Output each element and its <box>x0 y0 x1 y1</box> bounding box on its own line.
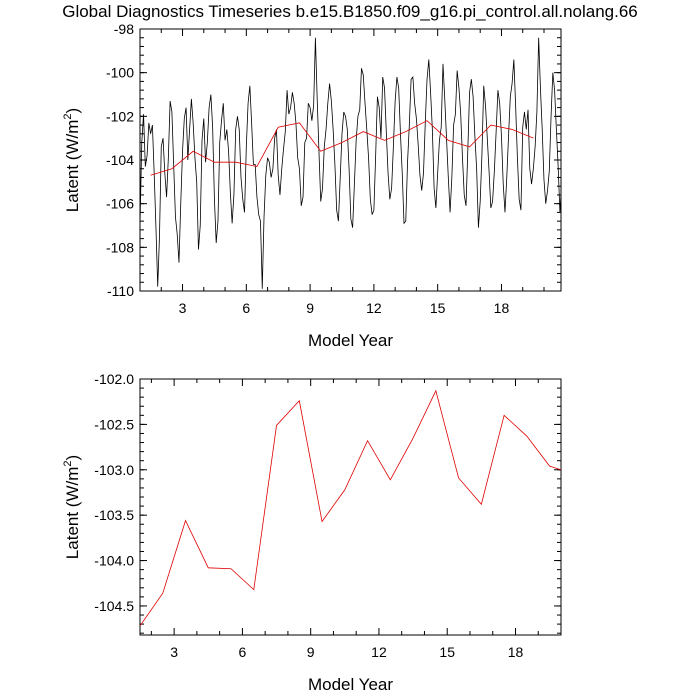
y-tick-label: -104 <box>106 152 134 168</box>
y-tick-label: -106 <box>106 196 134 212</box>
x-tick-label: 3 <box>179 300 187 316</box>
y-tick-label: -100 <box>106 65 134 81</box>
x-tick-label: 12 <box>371 644 387 660</box>
y-axis-title: Latent (W/m2) <box>62 455 82 559</box>
x-tick-label: 18 <box>494 300 510 316</box>
x-tick-label: 6 <box>242 300 250 316</box>
x-tick-label: 18 <box>508 644 524 660</box>
y-tick-label: -98 <box>114 21 134 37</box>
y-tick-label: -102 <box>106 108 134 124</box>
x-tick-label: 9 <box>306 300 314 316</box>
x-axis-title: Model Year <box>308 331 393 350</box>
monthly-panel: 3 6 9 12 15 18 -98 -100 -102 -104 -106 -108 -110 Mode… <box>62 21 562 350</box>
plot-frame <box>139 378 562 636</box>
series-line-monthly <box>140 37 561 289</box>
y-tick-label: -102.0 <box>94 371 134 387</box>
y-tick-label: -104.0 <box>94 553 134 569</box>
x-axis-title: Model Year <box>308 675 393 694</box>
figure-title: Global Diagnostics Timeseries b.e15.B185… <box>62 2 638 21</box>
y-tick-label: -103.5 <box>94 507 134 523</box>
y-tick-label: -110 <box>107 283 134 299</box>
y-tick-label: -104.5 <box>94 598 134 614</box>
y-axis-title: Latent (W/m2) <box>62 108 82 212</box>
y-tick-label: -103.0 <box>94 462 134 478</box>
x-tick-label: 9 <box>307 644 315 660</box>
plot-frame <box>139 28 562 292</box>
x-tick-label: 15 <box>430 300 446 316</box>
x-tick-label: 3 <box>170 644 178 660</box>
y-tick-label: -102.5 <box>94 416 134 432</box>
series-line-annual-mean <box>150 120 534 176</box>
y-tick-label: -108 <box>106 239 134 255</box>
x-tick-label: 15 <box>439 644 455 660</box>
x-tick-label: 12 <box>366 300 382 316</box>
x-tick-label: 6 <box>239 644 247 660</box>
series-line-annual-mean <box>140 389 561 627</box>
annual-panel: 3 6 9 12 15 18 -102.0 -102.5 -103.0 -103.5 -104.0 -… <box>62 371 562 694</box>
